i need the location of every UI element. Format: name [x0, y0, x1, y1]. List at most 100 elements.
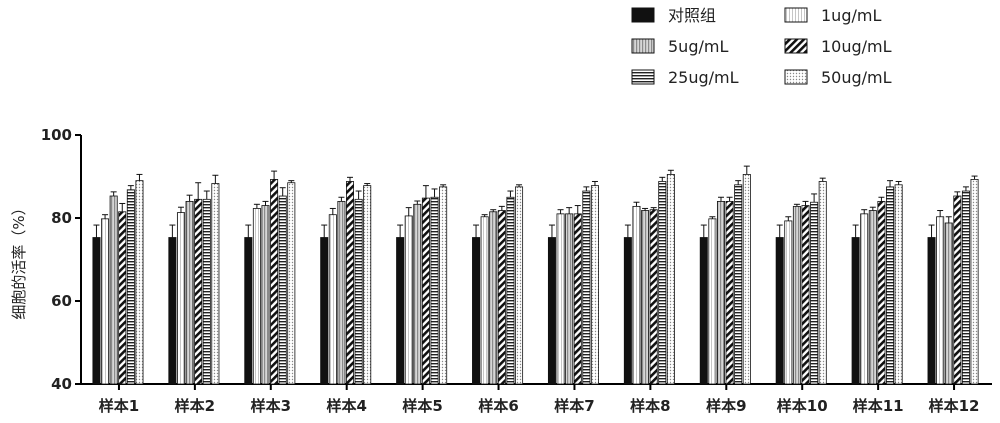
bar — [716, 200, 725, 385]
bar — [641, 210, 650, 385]
bar — [109, 195, 118, 385]
x-tick-label: 样本7 — [554, 397, 594, 415]
legend-swatch — [784, 7, 808, 23]
bar — [194, 198, 203, 385]
bar — [185, 200, 194, 385]
bar — [421, 197, 430, 385]
bar — [328, 214, 337, 385]
legend-label: 50ug/mL — [821, 68, 892, 87]
bar — [699, 237, 708, 385]
bar — [404, 215, 413, 385]
x-tick-label: 样本10 — [777, 397, 828, 415]
bar — [810, 201, 819, 385]
x-tick-label: 样本8 — [630, 397, 670, 415]
legend-label: 10ug/mL — [821, 37, 892, 56]
bar — [818, 181, 827, 385]
bar — [261, 205, 270, 385]
legend-swatch — [784, 38, 808, 54]
bar — [927, 237, 936, 385]
bar — [337, 200, 346, 385]
bar — [784, 220, 793, 385]
bar — [244, 237, 253, 385]
bar — [860, 213, 869, 385]
legend-label: 5ug/mL — [668, 37, 728, 56]
bar — [92, 237, 101, 385]
x-tick-label: 样本2 — [175, 397, 215, 415]
bar — [346, 181, 355, 385]
y-tick-label: 80 — [51, 209, 72, 227]
bar — [278, 195, 287, 385]
bar — [135, 180, 144, 385]
legend: 对照组 1ug/mL 5ug/mL 10ug/mL 25ug/mL 50ug/mL — [631, 6, 892, 87]
x-tick-label: 样本3 — [251, 397, 291, 415]
bar — [430, 196, 439, 385]
bar — [632, 205, 641, 385]
y-tick-label: 40 — [51, 375, 72, 393]
bar — [565, 213, 574, 385]
bar — [126, 189, 135, 385]
bar — [792, 205, 801, 385]
bar — [877, 200, 886, 385]
x-axis-labels: 样本1 样本2 样本3 样本4 样本5 样本6 样本7 样本8 样本9 样本10 样本11 样本12 — [99, 384, 980, 415]
bar — [202, 198, 211, 385]
x-tick-label: 样本12 — [929, 397, 980, 415]
bar — [489, 211, 498, 385]
bar — [168, 237, 177, 385]
bar — [354, 198, 363, 385]
bar — [287, 182, 296, 385]
bar — [515, 186, 524, 385]
y-axis-title: 细胞的活率（%） — [10, 200, 28, 319]
bar — [742, 174, 751, 385]
bar — [734, 184, 743, 385]
bar — [556, 213, 565, 385]
bar — [944, 222, 953, 385]
bar — [666, 174, 675, 385]
bar — [413, 203, 422, 385]
legend-swatch — [784, 69, 808, 85]
bar — [573, 213, 582, 385]
bar — [894, 184, 903, 385]
x-tick-label: 样本9 — [706, 397, 746, 415]
legend-swatch — [631, 7, 655, 23]
bar — [936, 216, 945, 385]
bar — [118, 211, 127, 385]
bar — [851, 237, 860, 385]
legend-swatch — [631, 38, 655, 54]
bar — [961, 190, 970, 385]
bar — [363, 185, 372, 385]
bar — [506, 196, 515, 385]
bar — [396, 237, 405, 385]
bar — [658, 181, 667, 385]
bar — [547, 237, 556, 385]
bar — [270, 179, 279, 385]
bar — [480, 216, 489, 385]
bar — [497, 210, 506, 385]
legend-swatch — [631, 69, 655, 85]
bar — [590, 185, 599, 385]
bar — [868, 210, 877, 385]
bar — [775, 237, 784, 385]
bar — [211, 183, 220, 385]
bar — [176, 212, 185, 385]
legend-label: 对照组 — [668, 6, 716, 25]
bar — [472, 237, 481, 385]
bar — [953, 195, 962, 385]
bar — [320, 237, 329, 385]
bar — [970, 179, 979, 385]
x-tick-label: 样本4 — [326, 397, 366, 415]
y-tick-label: 60 — [51, 292, 72, 310]
legend-label: 25ug/mL — [668, 68, 739, 87]
x-tick-label: 样本6 — [478, 397, 518, 415]
bar — [623, 237, 632, 385]
bars-layer — [92, 165, 979, 385]
bar — [649, 209, 658, 385]
bar — [582, 190, 591, 385]
bar — [252, 208, 261, 385]
bar — [708, 218, 717, 385]
y-tick-label: 100 — [41, 126, 72, 144]
bar — [439, 186, 448, 385]
bar — [801, 205, 810, 385]
axes: 40 60 80 100 — [41, 126, 992, 393]
legend-label: 1ug/mL — [821, 6, 881, 25]
